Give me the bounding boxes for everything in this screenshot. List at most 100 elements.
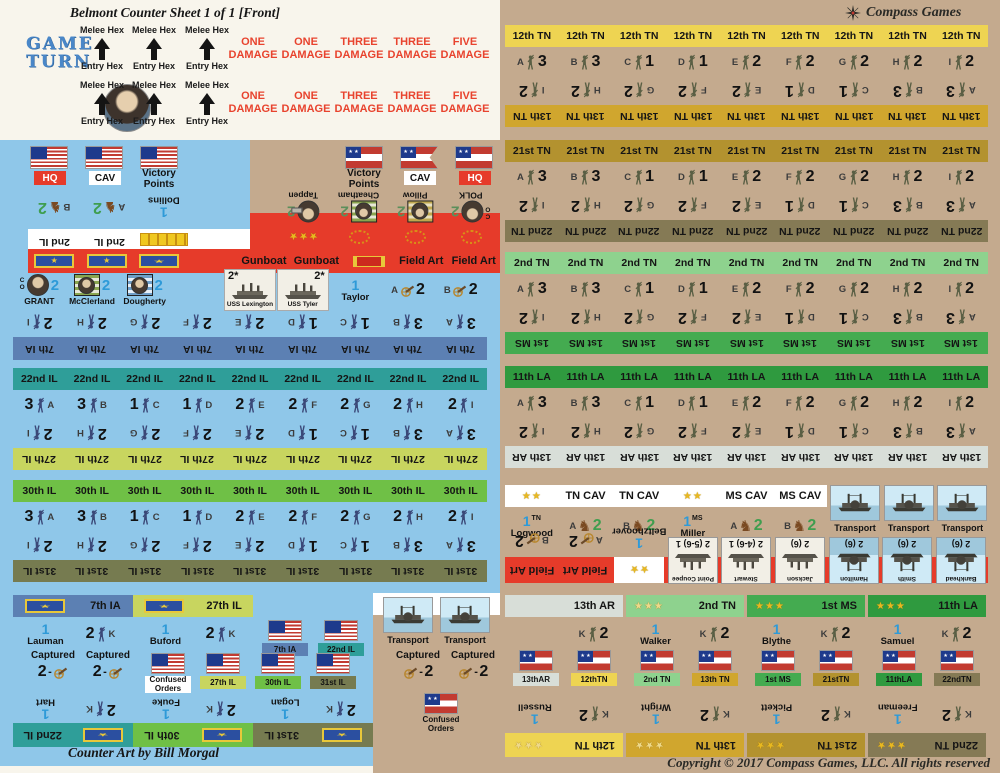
regiment-band-back: 1st MS 1st MS 1st MS 1st MS 1st MS 1st MS 1st … [505,332,988,354]
soldier-icon [527,54,535,70]
csa-regiment-flag-counter: ★ ★ 2nd TN [634,650,680,686]
transport-label: Transport [887,523,930,533]
cavalry-counter: B ♞ 2 [784,517,817,535]
soldier-icon [245,537,252,553]
damage-counter: ONE DAMAGE [228,36,278,61]
captured-label: Captured [86,650,130,661]
flag-counter-label: 31st IL [310,676,356,689]
regiment-band-label: 31st IL [128,565,162,577]
command-header-label: Field Art [451,255,496,267]
regiment-band-label: 21st TN [727,145,766,157]
regiment-band-label: 30th IL [144,729,180,741]
csa-cavalry-header-band: ★★ TN CAV TN CAV ★★ MS CAV MS CAV [505,485,827,507]
regiment-band-label: 22nd TN [672,225,714,237]
regiment-band-label: 30th IL [285,485,320,497]
regiment-band-label: 22nd TN [618,225,660,237]
soldier-icon [952,626,960,642]
union-cavalry-counter-inverted: B ♞ 2 [30,190,78,224]
sheet-title: Belmont Counter Sheet 1 of 1 [Front] [70,5,281,20]
regiment-band-label: 27th IL [338,453,373,465]
union-brigade-counters: 1 Lauman 2 K [18,617,128,651]
leader-counter: 1 Taylor [341,276,370,303]
regiment-band-label: 1st MS [729,337,764,349]
flag-counter-label: 22nd IL [318,643,364,656]
portrait [126,274,153,297]
csa-brigade-band: ★★★ 11th LA [868,595,986,617]
soldier-icon [850,281,857,297]
portrait [407,200,434,223]
stars-insignia: ★★★ [634,739,664,751]
stars-insignia: ★★ [629,563,650,574]
csa-commander-insignia [390,228,440,246]
soldier-icon [635,395,642,411]
leader-counter: 1 Samuel [880,620,915,647]
captured-counter: Captured 2- [28,650,78,681]
cav-header-label: MS CAV [725,490,768,502]
regiment-band-label: 7th IA [90,600,121,612]
wreath-insignia [404,230,426,244]
captured-counter: Captured -2 [448,650,498,681]
regiment-band-label: 12th TN [566,30,605,42]
soldier-icon [403,537,410,553]
regiment-insignia: ★ [321,728,362,742]
regiment-band-front: 30th IL 30th IL 30th IL 30th IL 30th IL 30th … [13,480,487,502]
seventh-ia-band: 7th IA 7th IA 7th IA 7th IA 7th IA 7th IA 7th … [13,337,487,360]
regiment-band-label: 11th LA [942,371,981,383]
csa-regiment-flag-counter: ★ ★ 13thAR [513,650,559,686]
damage-counter: THREE DAMAGE [387,36,437,61]
union-regiment-flag-counter: 22nd IL [318,620,364,656]
union-brigade-band: ★ 27th IL [133,595,253,617]
regiment-band-label: 7th IA [182,342,212,355]
transport-label: Transport [387,635,429,645]
regiment-band-label: 12th TN [780,30,820,42]
regiment-band-label: 30th IL [75,485,109,497]
captured-counter: Captured -2 [393,650,443,681]
cavalry-counter: B ♞ 2 [37,198,71,217]
soldier-icon [460,397,468,413]
soldier-icon [851,423,858,439]
leader-counter: 1 Blythe [761,620,792,647]
regiment-band-label: 11th LA [673,371,712,383]
regiment-band-label: 2nd TN [728,257,765,269]
regiment-band-label: 27th IL [233,453,267,465]
regiment-band-label: 22nd IL [442,373,480,385]
soldier-icon [958,423,966,439]
soldier-icon [742,54,749,70]
soldier-icon [353,397,360,413]
regiment-band-label: 13th TN [727,110,766,122]
soldier-icon [958,82,966,98]
melee-entry-hex-counter: Melee Hex Entry Hex [78,25,126,71]
stars-insignia: ★★★ [755,600,785,612]
regiment-band-label: 22nd TN [725,225,768,237]
csa-flag: ★ ★ [761,650,795,671]
soldier-icon [904,82,912,98]
csa-flag: ★ ★ [345,146,383,169]
regiment-band-label: 2nd TN [567,257,604,269]
csa-brigade-counters: 1 Blythe K 2 [747,618,865,650]
soldier-icon [795,395,803,411]
steamship-icon [945,493,979,512]
